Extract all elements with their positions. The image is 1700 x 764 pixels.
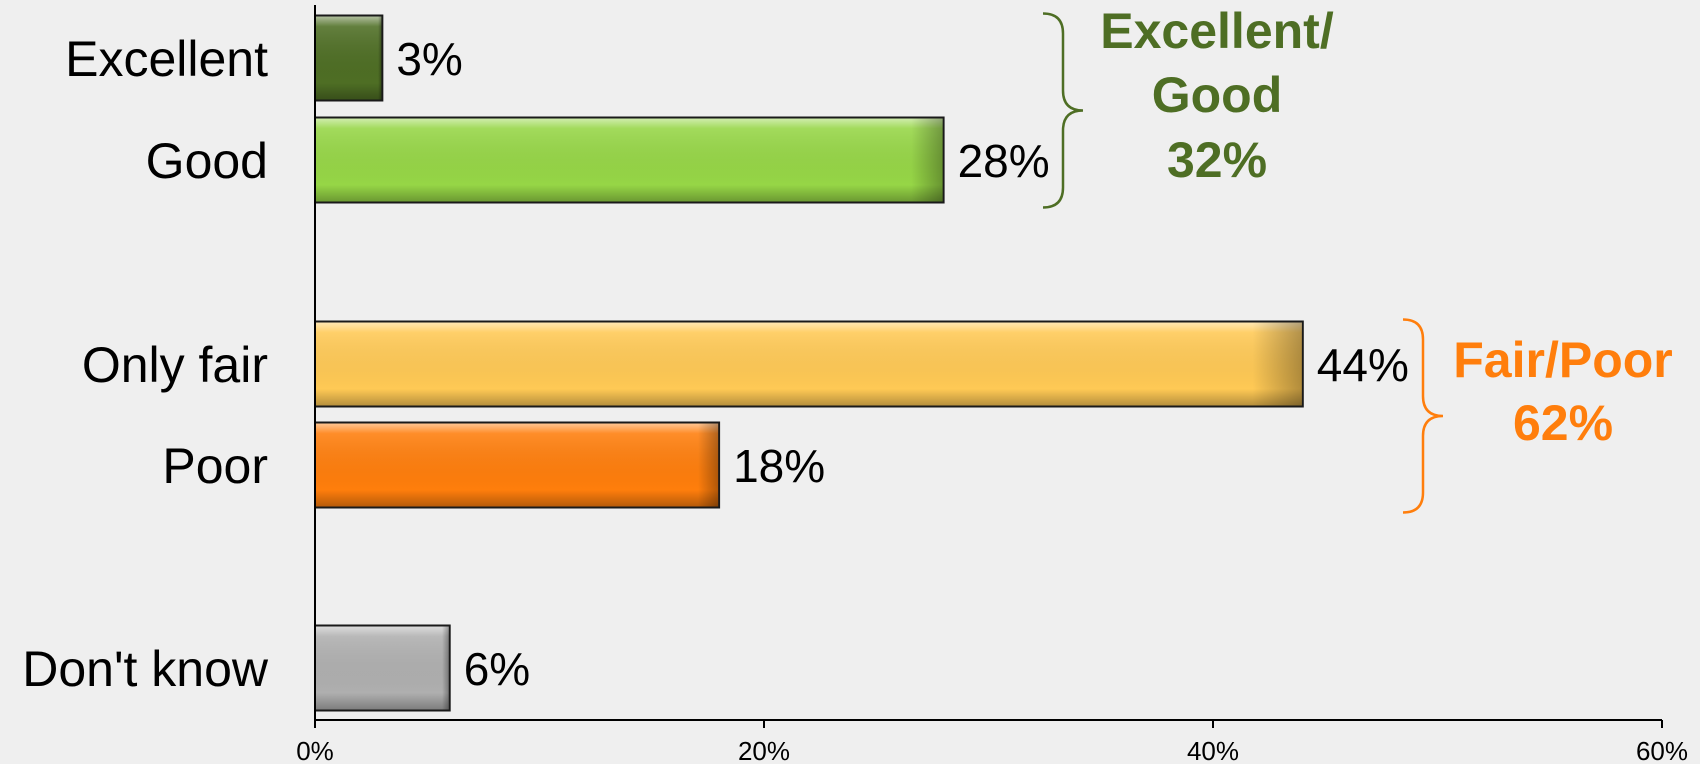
value-label-only-fair: 44% — [1317, 339, 1409, 391]
value-label-excellent: 3% — [396, 33, 462, 85]
bar-group-excellent — [314, 14, 384, 102]
bar-group-don-t-know — [314, 624, 451, 712]
group-excellent-good: Excellent/Good 32% — [1042, 3, 1334, 209]
group-fair-poor-brace — [1402, 318, 1444, 514]
bar-group-poor — [314, 421, 721, 509]
x-tick-label-2: 40% — [1187, 736, 1239, 764]
category-label-only-fair: Only fair — [82, 337, 268, 393]
group-excellent-good-value: 32% — [1167, 132, 1267, 188]
axis-layer: 0% 20% 40% 60% — [296, 5, 1688, 764]
group-fair-poor-label-line-0: Fair/Poor — [1453, 332, 1672, 388]
group-fair-poor: Fair/Poor 62% — [1402, 318, 1673, 514]
category-label-excellent: Excellent — [65, 31, 268, 87]
group-excellent-good-label-line-1: Good — [1152, 67, 1283, 123]
bar-edge-only-fair — [316, 322, 1302, 406]
bar-edge-poor — [316, 423, 719, 507]
bar-edge-good — [316, 118, 943, 202]
category-label-poor: Poor — [162, 438, 268, 494]
bar-group-only-fair — [314, 320, 1304, 408]
group-annotations: Excellent/Good 32% Fair/Poor 62% — [1042, 3, 1673, 514]
value-label-poor: 18% — [733, 440, 825, 492]
x-tick-label-3: 60% — [1636, 736, 1688, 764]
value-label-good: 28% — [958, 135, 1050, 187]
bars-layer: Excellent 3% Good 28% Only fair 44% Poor 18% Don… — [22, 14, 1409, 712]
value-label-don-t-know: 6% — [464, 643, 530, 695]
bar-edge-don-t-know — [316, 626, 449, 710]
category-label-don-t-know: Don't know — [22, 641, 269, 697]
group-fair-poor-value: 62% — [1513, 395, 1613, 451]
group-excellent-good-label-line-0: Excellent/ — [1100, 3, 1334, 59]
x-tick-label-1: 20% — [738, 736, 790, 764]
bar-edge-excellent — [316, 16, 382, 100]
group-excellent-good-brace — [1042, 12, 1084, 209]
bar-group-good — [314, 116, 945, 204]
x-tick-label-0: 0% — [296, 736, 334, 764]
category-label-good: Good — [146, 133, 268, 189]
